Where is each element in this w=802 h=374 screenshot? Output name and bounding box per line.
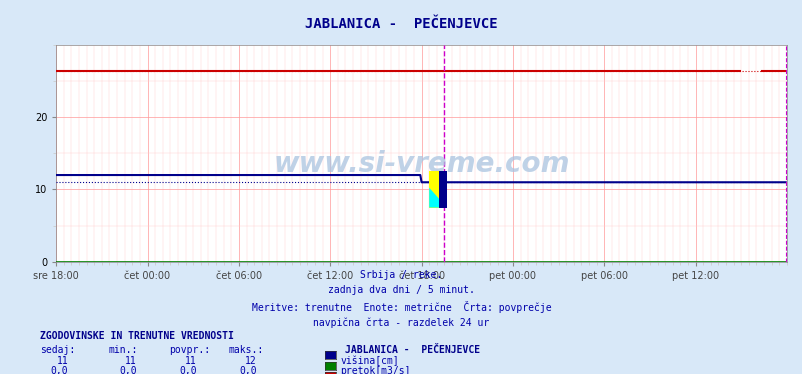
Text: 12: 12 (245, 356, 257, 366)
Text: 11: 11 (184, 356, 196, 366)
Polygon shape (428, 171, 447, 208)
Text: maks.:: maks.: (229, 345, 264, 355)
Text: JABLANICA -  PEČENJEVCE: JABLANICA - PEČENJEVCE (305, 17, 497, 31)
Text: povpr.:: povpr.: (168, 345, 209, 355)
Text: min.:: min.: (108, 345, 138, 355)
Text: Srbija / reke.
zadnja dva dni / 5 minut.
Meritve: trenutne  Enote: metrične  Črt: Srbija / reke. zadnja dva dni / 5 minut.… (251, 270, 551, 328)
Polygon shape (428, 188, 447, 208)
Text: 0,0: 0,0 (51, 366, 68, 374)
Text: 0,0: 0,0 (239, 366, 257, 374)
Text: sedaj:: sedaj: (40, 345, 75, 355)
Text: višina[cm]: višina[cm] (340, 356, 399, 366)
Text: ZGODOVINSKE IN TRENUTNE VREDNOSTI: ZGODOVINSKE IN TRENUTNE VREDNOSTI (40, 331, 233, 341)
Text: 11: 11 (56, 356, 68, 366)
Polygon shape (439, 171, 447, 208)
Text: www.si-vreme.com: www.si-vreme.com (273, 150, 569, 178)
Text: 0,0: 0,0 (179, 366, 196, 374)
Text: 0,0: 0,0 (119, 366, 136, 374)
Text: 11: 11 (124, 356, 136, 366)
Text: JABLANICA -  PEČENJEVCE: JABLANICA - PEČENJEVCE (345, 345, 480, 355)
Text: pretok[m3/s]: pretok[m3/s] (340, 366, 411, 374)
